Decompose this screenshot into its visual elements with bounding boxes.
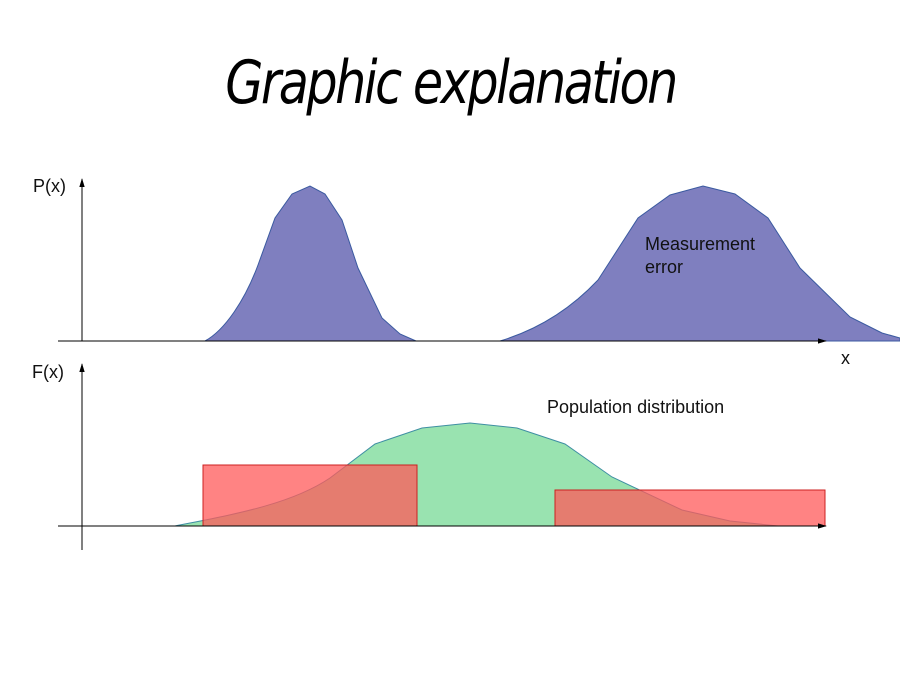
population-distribution-label: Population distribution (547, 397, 724, 417)
x-axis-label: x (841, 348, 850, 368)
measurement-error-label-line2: error (645, 257, 683, 277)
uniform-box-left (202, 464, 418, 527)
bottom-panel: F(x) Population distribution (32, 362, 827, 550)
slide-title: Graphic explanation (225, 48, 678, 118)
measurement-error-peak-large (499, 185, 900, 342)
measurement-error-peak-small (204, 185, 417, 342)
measurement-error-label-line1: Measurement (645, 234, 755, 254)
top-y-axis-label: P(x) (33, 176, 66, 196)
uniform-box-right (554, 489, 826, 527)
top-panel: P(x) x Measurement error (33, 176, 900, 368)
bottom-y-axis-label: F(x) (32, 362, 64, 382)
